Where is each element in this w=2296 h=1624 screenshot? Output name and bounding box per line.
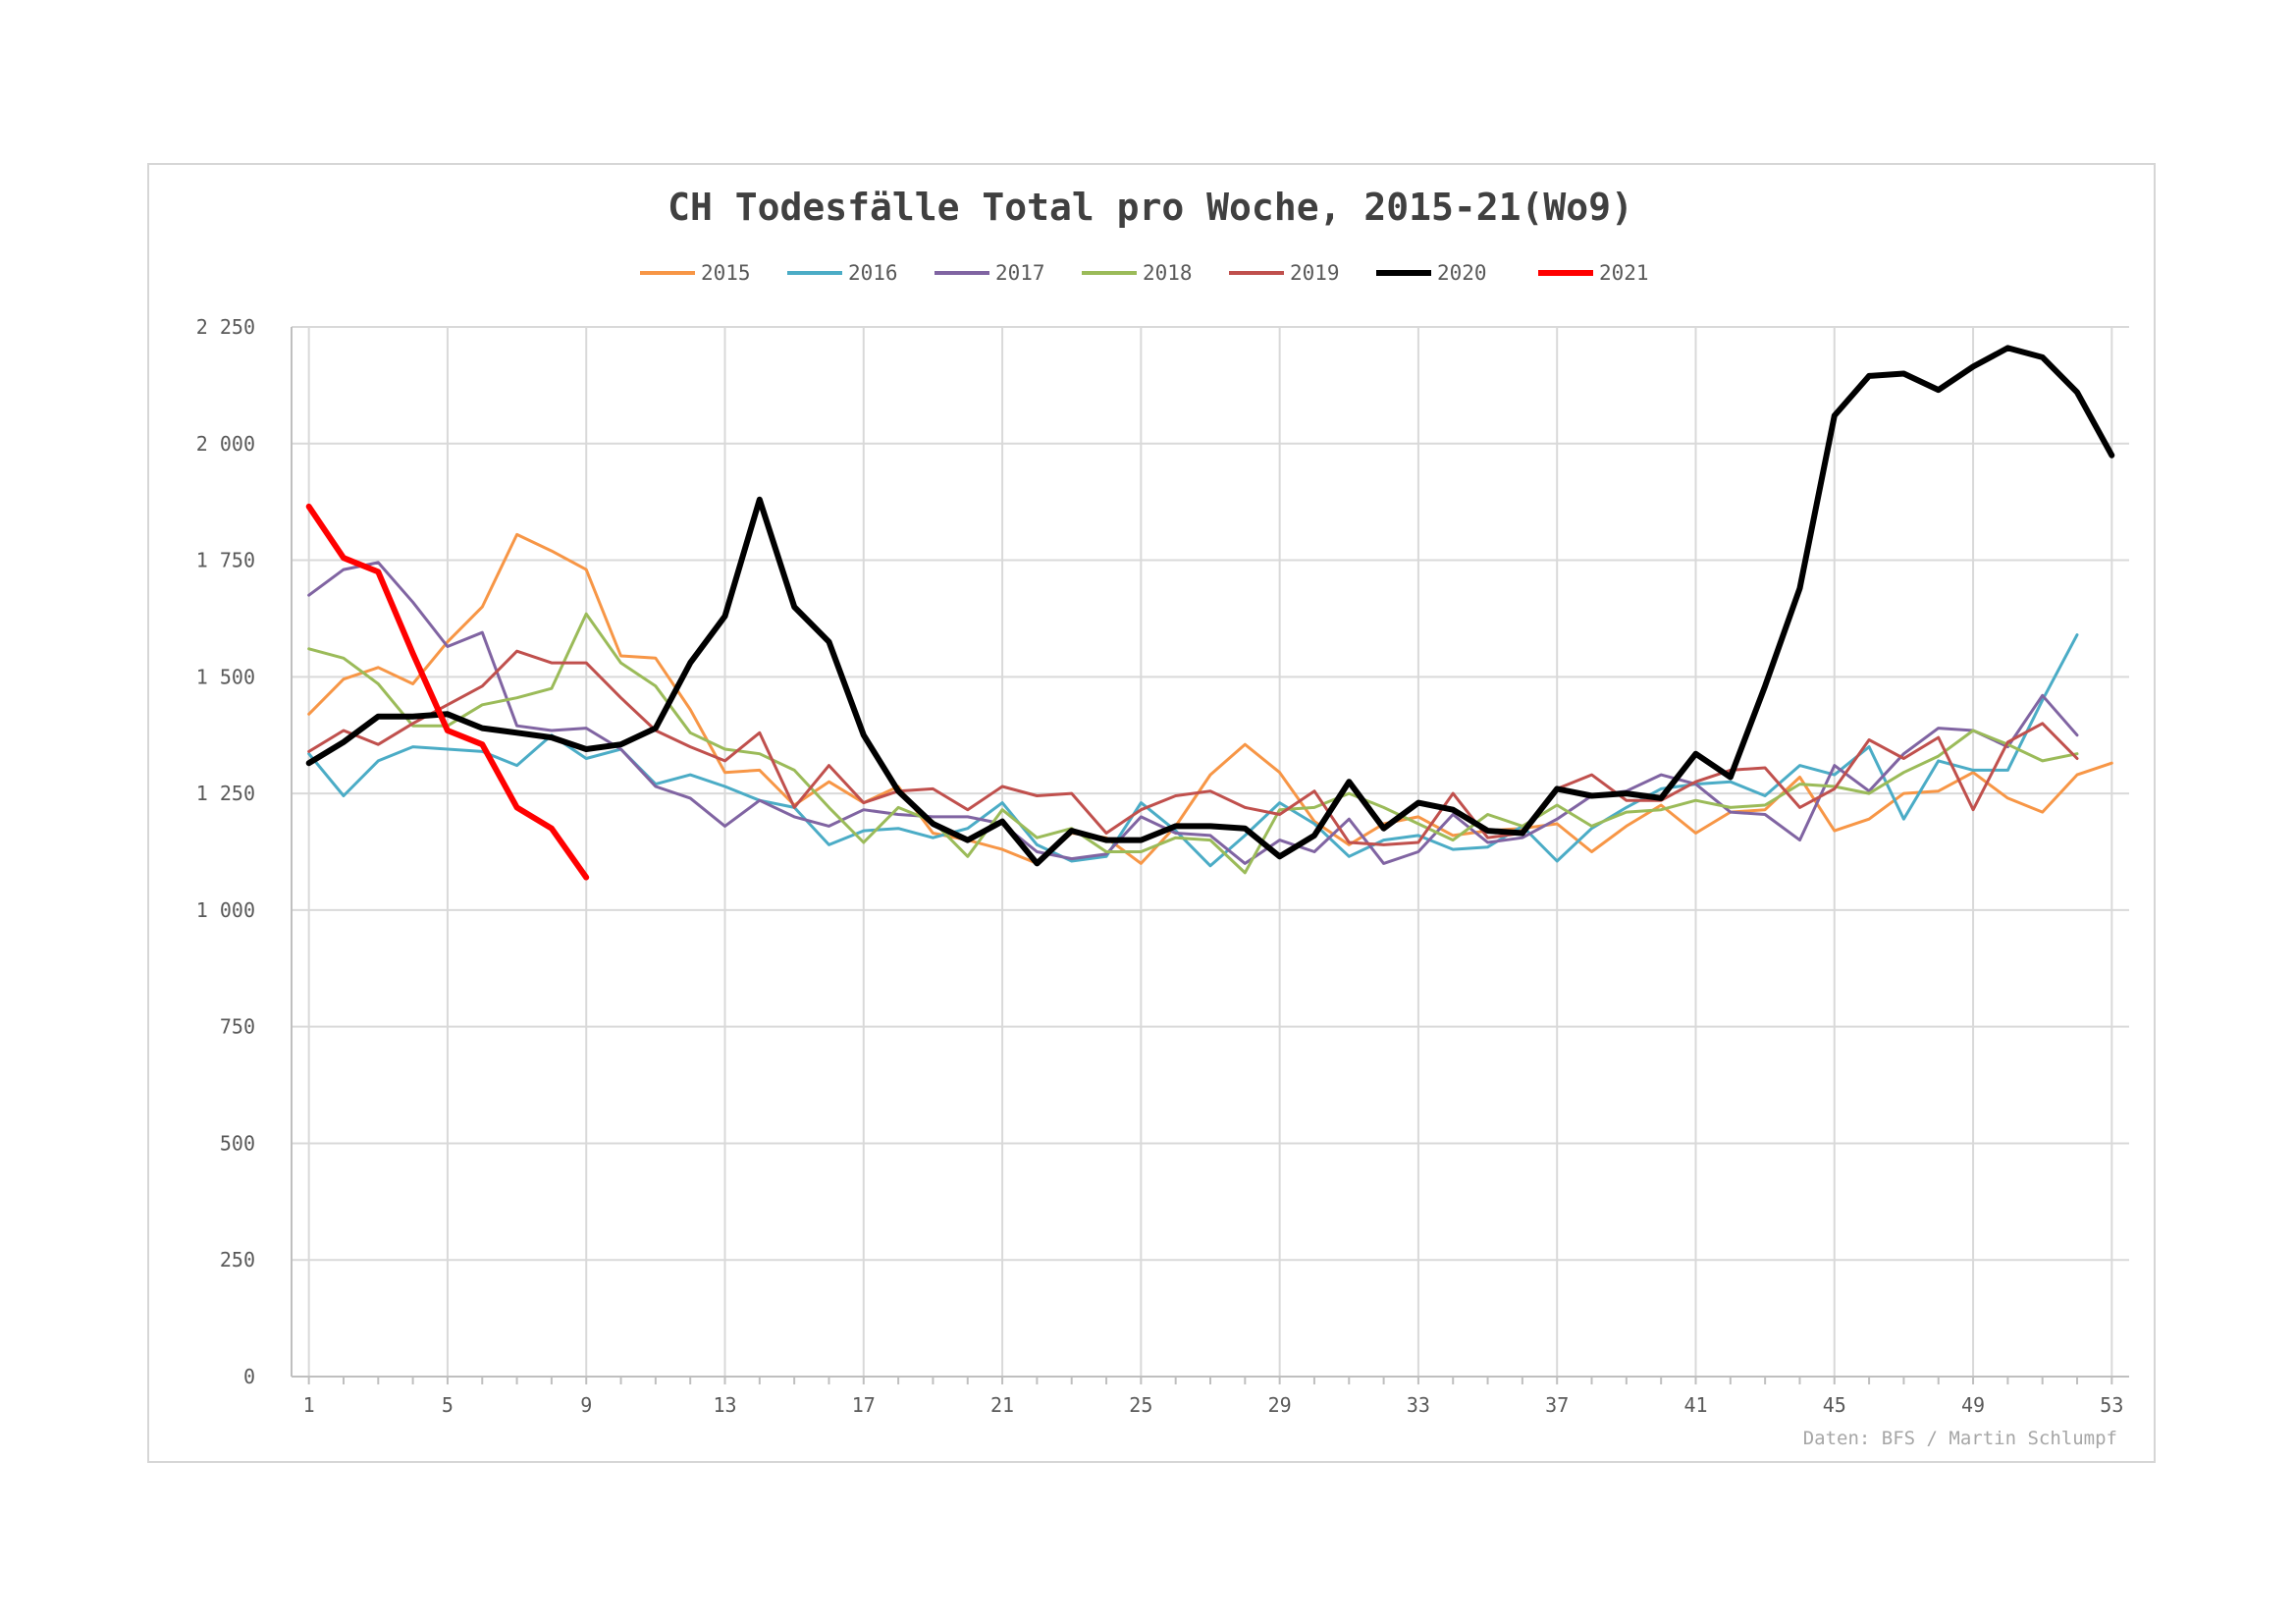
- series-line-2018: [307, 612, 2079, 875]
- chart-title: CH Todesfälle Total pro Woche, 2015-21(W…: [667, 186, 1633, 229]
- legend-item-2016: 2016: [787, 261, 898, 285]
- x-axis-tick-labels: 1 5 9 13 17 21 25 29 33 37 41 45 49 53: [303, 1393, 2124, 1417]
- legend-item-2019: 2019: [1229, 261, 1340, 285]
- y-tick-label: 2 000: [196, 432, 255, 456]
- legend-item-2020: 2020: [1376, 261, 1487, 285]
- grid-lines: [292, 326, 2129, 1378]
- axes: [291, 327, 2129, 1384]
- y-tick-label: 500: [220, 1131, 255, 1155]
- x-tick-label: 29: [1268, 1393, 1292, 1417]
- series-line-2019: [307, 649, 2079, 846]
- legend-label: 2020: [1437, 261, 1487, 285]
- x-tick-label: 9: [580, 1393, 592, 1417]
- y-tick-label: 0: [243, 1365, 255, 1388]
- x-tick-label: 21: [990, 1393, 1014, 1417]
- legend: 2015 2016 2017 2018 2019 2020 2021: [640, 261, 1649, 285]
- chart-svg: CH Todesfälle Total pro Woche, 2015-21(W…: [196, 186, 2129, 1449]
- legend-item-2017: 2017: [934, 261, 1045, 285]
- y-tick-label: 1 000: [196, 898, 255, 922]
- y-axis-tick-labels: 0 250 500 750 1 000 1 250 1 500 1 750 2 000 2 250: [196, 315, 255, 1388]
- y-tick-label: 250: [220, 1248, 255, 1272]
- series-line-2015: [307, 532, 2113, 865]
- x-tick-label: 1: [303, 1393, 315, 1417]
- series-lines: [305, 345, 2115, 881]
- x-tick-label: 17: [852, 1393, 876, 1417]
- legend-label: 2018: [1143, 261, 1193, 285]
- series-line-2021: [305, 503, 590, 881]
- legend-label: 2015: [701, 261, 751, 285]
- y-tick-label: 750: [220, 1015, 255, 1039]
- x-tick-label: 37: [1545, 1393, 1569, 1417]
- x-tick-label: 5: [442, 1393, 454, 1417]
- legend-item-2021: 2021: [1538, 261, 1649, 285]
- x-tick-label: 41: [1683, 1393, 1707, 1417]
- x-tick-label: 53: [2100, 1393, 2123, 1417]
- series-line-2020: [305, 345, 2115, 867]
- y-tick-label: 1 250: [196, 782, 255, 805]
- y-tick-label: 1 750: [196, 549, 255, 572]
- chart-frame: CH Todesfälle Total pro Woche, 2015-21(W…: [147, 163, 2156, 1463]
- y-tick-label: 2 250: [196, 315, 255, 339]
- y-tick-label: 1 500: [196, 665, 255, 688]
- legend-label: 2017: [995, 261, 1045, 285]
- x-tick-label: 25: [1129, 1393, 1152, 1417]
- legend-label: 2021: [1599, 261, 1649, 285]
- x-tick-label: 33: [1407, 1393, 1430, 1417]
- series-line-2017: [307, 561, 2079, 865]
- source-note: Daten: BFS / Martin Schlumpf: [1803, 1428, 2117, 1449]
- x-tick-label: 13: [713, 1393, 736, 1417]
- legend-item-2015: 2015: [640, 261, 751, 285]
- legend-label: 2016: [848, 261, 898, 285]
- series-line-2016: [307, 633, 2079, 868]
- x-tick-label: 49: [1961, 1393, 1985, 1417]
- legend-item-2018: 2018: [1082, 261, 1193, 285]
- x-tick-label: 45: [1823, 1393, 1846, 1417]
- legend-label: 2019: [1290, 261, 1340, 285]
